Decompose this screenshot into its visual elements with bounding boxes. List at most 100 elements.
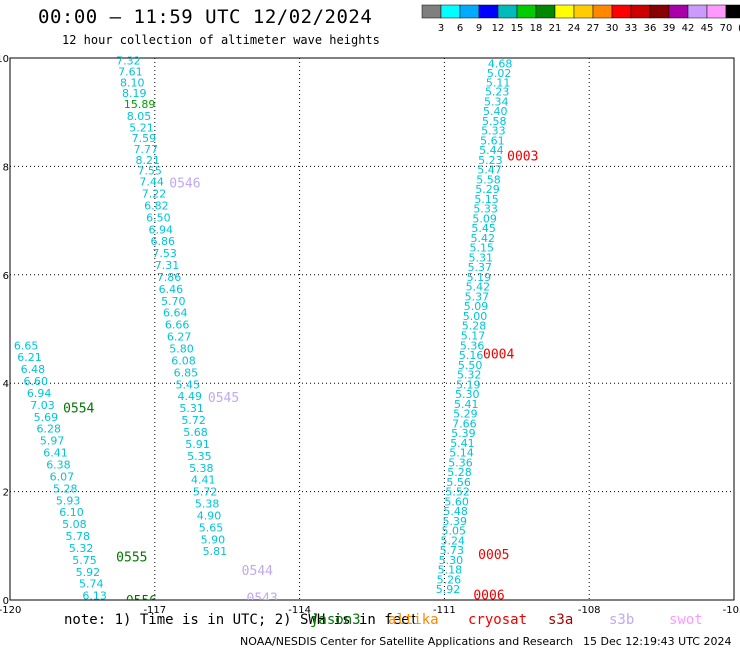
colorbar-label: 70 xyxy=(720,23,733,34)
y-tick-label: 4 xyxy=(3,379,9,390)
wave-height-value: 5.48 xyxy=(443,505,468,518)
colorbar-label: 27 xyxy=(587,23,600,34)
colorbar-label: 3 xyxy=(438,23,444,34)
wave-height-value: 5.78 xyxy=(66,530,91,543)
wave-height-value: 8.05 xyxy=(127,110,151,123)
wave-height-value: 5.50 xyxy=(458,359,483,372)
colorbar-label: 21 xyxy=(549,23,562,34)
wave-height-value: 5.32 xyxy=(457,369,482,382)
wave-height-value: 5.75 xyxy=(72,554,97,567)
wave-height-value: 5.38 xyxy=(195,498,220,511)
wave-height-value: 5.33 xyxy=(481,125,506,138)
wave-height-value: 5.45 xyxy=(471,222,496,235)
wave-height-value: 8.21 xyxy=(135,154,160,167)
colorbar-swatch xyxy=(725,4,740,19)
pass-time-label: 0554 xyxy=(63,402,94,417)
wave-height-value: 7.77 xyxy=(134,143,159,156)
wave-height-value: 6.48 xyxy=(21,363,46,376)
wave-height-value: 5.42 xyxy=(470,232,495,245)
wave-height-value: 5.31 xyxy=(469,251,494,264)
wave-height-value: 5.09 xyxy=(464,300,489,313)
legend-item-s3a: s3a xyxy=(548,612,574,628)
wave-height-value: 7.53 xyxy=(152,247,177,260)
y-tick-label: 10 xyxy=(0,54,9,65)
wave-height-value: 5.39 xyxy=(442,515,467,528)
wave-height-value: 5.41 xyxy=(450,437,475,450)
wave-height-value: 5.15 xyxy=(474,193,499,206)
wave-height-value: 6.13 xyxy=(82,590,107,603)
wave-height-value: 7.59 xyxy=(132,132,157,145)
pass-time-label: 0006 xyxy=(473,589,504,604)
legend-item-cryosat: cryosat xyxy=(468,612,528,628)
legend-item-s3b: s3b xyxy=(609,612,635,628)
pass-time-label: 0543 xyxy=(247,591,278,606)
x-tick-label: -117 xyxy=(143,605,166,616)
wave-height-value: 5.19 xyxy=(456,378,481,391)
wave-height-value: 6.85 xyxy=(174,366,199,379)
wave-height-value: 6.27 xyxy=(167,331,192,344)
wave-height-value: 5.16 xyxy=(459,349,484,362)
pass-time-label: 0004 xyxy=(483,347,514,362)
wave-height-value: 5.60 xyxy=(444,495,469,508)
wave-height-value: 5.28 xyxy=(53,482,78,495)
legend-item-swot: swot xyxy=(669,612,703,628)
pass-time-label: 0544 xyxy=(242,564,273,579)
wave-height-value: 5.80 xyxy=(169,343,194,356)
wave-height-value: 5.28 xyxy=(462,320,487,333)
wave-height-value: 8.10 xyxy=(120,76,145,89)
wave-height-value: 5.61 xyxy=(480,134,505,147)
wave-height-value: 5.37 xyxy=(465,290,490,303)
wave-height-value: 6.46 xyxy=(159,283,184,296)
wave-height-value: 6.28 xyxy=(37,423,62,436)
wave-height-value: 6.86 xyxy=(150,235,175,248)
wave-height-value: 5.17 xyxy=(461,330,486,343)
units-note: note: 1) Time is in UTC; 2) SWH is in fe… xyxy=(64,612,419,628)
wave-height-value: 5.58 xyxy=(482,115,507,128)
wave-height-value: 5.91 xyxy=(185,438,210,451)
wave-height-value: 5.26 xyxy=(437,573,462,586)
colorbar-label: 12 xyxy=(492,23,505,34)
wave-height-value: 6.50 xyxy=(146,211,171,224)
wave-height-value: 5.29 xyxy=(453,408,478,421)
wave-height-value: 5.34 xyxy=(484,95,509,108)
footer-credit: NOAA/NESDIS Center for Satellite Applica… xyxy=(240,635,574,648)
wave-height-value: 5.02 xyxy=(487,67,512,80)
wave-height-value: 6.21 xyxy=(17,351,41,364)
wave-height-value: 5.44 xyxy=(479,144,504,157)
footer-timestamp: 15 Dec 12:19:43 UTC 2024 xyxy=(583,635,732,648)
wave-height-value: 5.23 xyxy=(485,86,510,99)
wave-height-value: 7.86 xyxy=(157,271,182,284)
wave-height-value: 6.41 xyxy=(43,447,68,460)
wave-height-value: 5.72 xyxy=(193,486,218,499)
wave-height-value: 4.68 xyxy=(488,57,512,70)
wave-height-value: 4.49 xyxy=(177,390,202,403)
pass-time-label: 0545 xyxy=(208,391,239,406)
wave-height-value: 5.15 xyxy=(469,242,494,255)
wave-height-value: 5.41 xyxy=(454,398,479,411)
wave-height-value: 5.40 xyxy=(483,105,508,118)
wave-height-value: 5.29 xyxy=(475,183,500,196)
wave-height-value: 5.74 xyxy=(79,578,104,591)
x-tick-label: -111 xyxy=(433,605,456,616)
wave-height-value: 5.39 xyxy=(451,427,476,440)
x-tick-label: -108 xyxy=(578,605,601,616)
wave-height-value: 5.23 xyxy=(478,154,503,167)
wave-height-value: 6.64 xyxy=(163,307,188,320)
colorbar-label: 24 xyxy=(568,23,581,34)
wave-height-value: 7.32 xyxy=(116,55,141,68)
wave-height-value: 5.14 xyxy=(449,447,474,460)
legend-item-altika: altika xyxy=(388,612,439,628)
x-tick-label: -114 xyxy=(288,605,311,616)
wave-height-value: 6.94 xyxy=(149,223,174,236)
wave-height-value: 4.90 xyxy=(197,509,222,522)
wave-height-value: 5.30 xyxy=(455,388,480,401)
wave-height-value: 5.70 xyxy=(161,295,186,308)
wave-height-value: 5.69 xyxy=(34,411,59,424)
colorbar-label: 33 xyxy=(625,23,638,34)
wave-height-value: 5.30 xyxy=(439,554,464,567)
wave-height-value: 5.92 xyxy=(76,566,101,579)
wave-height-value: 6.10 xyxy=(59,506,83,519)
wave-height-value: 6.60 xyxy=(24,375,49,388)
wave-height-value: 6.65 xyxy=(14,339,39,352)
